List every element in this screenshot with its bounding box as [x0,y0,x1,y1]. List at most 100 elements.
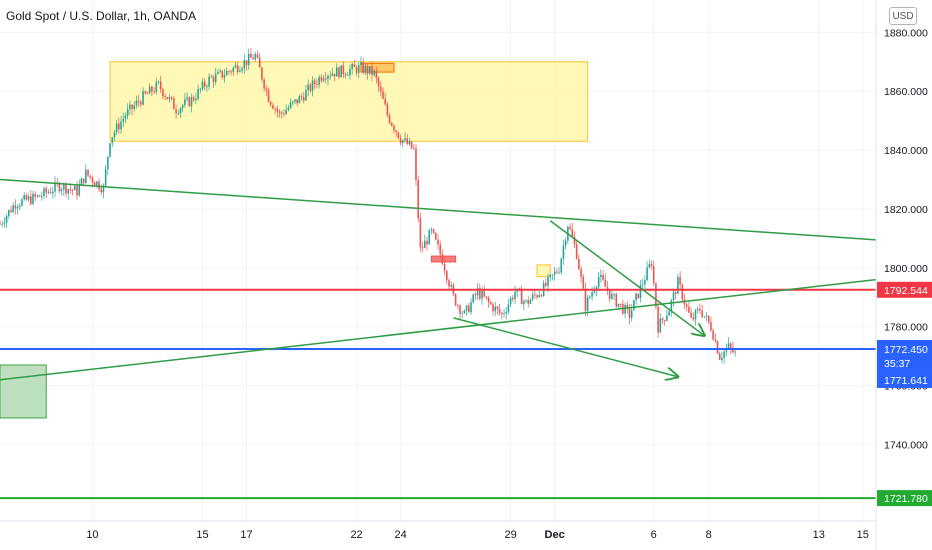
candle-body [725,348,728,352]
candle-body [223,75,226,78]
candle-body [483,291,486,297]
candle-body [278,111,281,113]
candle-body [712,330,714,340]
x-tick-label: Dec [545,529,565,541]
candle-body [311,80,314,91]
candle-body [217,71,219,74]
candle-body [373,70,375,75]
candle-body [707,315,710,323]
candle-body [366,66,369,74]
candle-body [655,282,657,307]
candle-body [256,54,259,58]
candle-body [538,295,541,298]
green-level-tag-label: 1721.780 [884,493,928,505]
candle-body [432,229,435,233]
candle-body [184,99,186,106]
candle-body [1,223,4,225]
small-yellow-marker[interactable] [536,264,551,278]
candle-body [688,306,690,313]
candle-body [465,305,468,311]
candle-body [67,189,70,194]
currency-button[interactable]: USD [889,7,917,25]
candle-body [681,284,684,300]
candle-body [32,193,34,204]
candle-body [155,82,158,92]
price-tags: 1792.544 1772.450 35:37 1771.641 1721.780 [877,281,932,507]
candle-body [351,64,353,70]
candle-body [549,274,552,277]
candle-body [569,226,571,230]
candle-body [591,292,593,297]
candle-body [454,294,457,306]
candle-body [476,288,479,296]
demand-zone[interactable] [0,364,47,419]
wedge-upper-line[interactable] [549,220,704,336]
candle-body [87,169,89,176]
candle-body [628,307,631,318]
candle-body [272,104,274,109]
candle-body [690,312,692,318]
candle-body [575,244,578,259]
lower-long-trendline[interactable] [0,278,877,381]
candle-body [96,181,98,186]
candle-body [371,66,373,75]
candle-body [349,69,351,76]
candle-body [300,96,303,98]
candle-body [69,189,72,190]
candle-body [556,271,558,273]
candle-body [718,353,721,360]
candle-body [49,191,52,194]
candle-body [192,97,195,101]
candle-body [265,88,268,90]
upper-long-trendline[interactable] [0,178,877,241]
candle-body [309,84,312,91]
time-axis: 10 15 17 22 24 29 Dec 6 8 13 15 [86,529,869,541]
candle-body [36,195,39,197]
candle-body [716,341,719,354]
candle-body [582,276,585,289]
x-tick-label: 17 [240,529,252,541]
candle-body [102,185,105,193]
small-red-marker[interactable] [430,255,457,263]
candle-body [496,306,499,309]
small-orange-marker[interactable] [360,62,395,73]
candle-body [580,269,582,277]
y-tick-label: 1820.000 [884,204,928,216]
candle-body [261,67,263,80]
candle-body [705,315,708,317]
candle-body [357,65,360,73]
candle-body [646,267,648,281]
candle-body [547,276,549,286]
candle-body [47,191,50,193]
candle-body [170,97,173,99]
candle-body [206,86,208,88]
candle-body [45,188,48,193]
supply-zone[interactable] [109,61,589,142]
y-tick-label: 1780.000 [884,322,928,334]
candle-body [390,122,393,126]
candle-body [624,304,626,314]
y-tick-label: 1800.000 [884,263,928,275]
candle-body [126,109,129,116]
candle-body [199,88,202,90]
current-price-label: 1772.450 [884,344,928,356]
candle-body [316,84,318,85]
candle-body [254,54,257,60]
wedge-lower-line[interactable] [453,317,678,377]
candle-body [71,189,74,191]
candle-body [694,310,697,320]
candle-body [327,75,329,80]
candle-body [252,57,254,60]
candle-body [214,73,217,83]
candle-body [512,297,514,300]
candle-body [129,104,131,110]
candle-body [27,196,30,200]
candle-body [320,77,323,81]
candle-body [197,88,199,99]
candle-body [674,292,677,294]
candle-body [540,295,543,296]
candle-body [131,104,133,109]
candle-body [659,318,662,333]
candle-body [118,123,120,130]
